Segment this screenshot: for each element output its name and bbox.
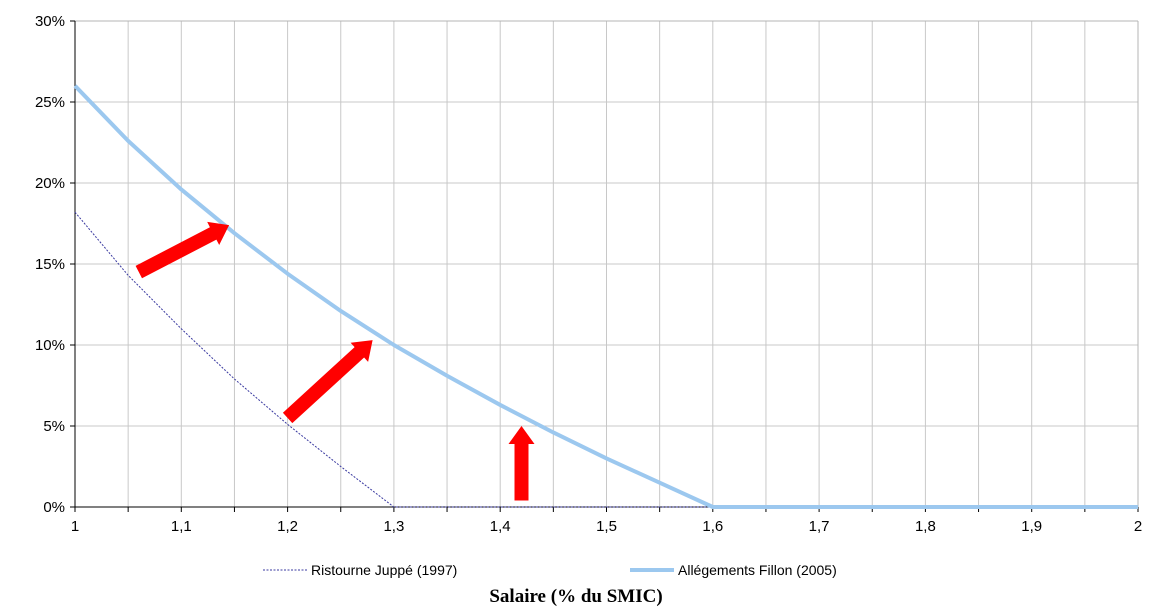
- y-tick-label: 25%: [35, 94, 65, 111]
- y-tick-label: 20%: [35, 175, 65, 192]
- y-tick-label: 5%: [43, 418, 65, 435]
- series-line-allegements-fillon: [73, 84, 1138, 509]
- x-tick-label: 1,1: [171, 518, 192, 535]
- y-tick-label: 30%: [35, 13, 65, 30]
- series-line-ristourne-juppe: [74, 211, 1138, 508]
- x-axis-title: Salaire (% du SMIC): [489, 586, 662, 607]
- y-tick-label: 10%: [35, 337, 65, 354]
- x-tick-label: 1,2: [277, 518, 298, 535]
- series-group: [73, 84, 1138, 509]
- y-tick-label: 15%: [35, 256, 65, 273]
- red-arrow: [135, 221, 230, 279]
- legend-label-allegements-fillon: Allégements Fillon (2005): [678, 562, 837, 578]
- grid: [74, 20, 1139, 508]
- red-arrow: [282, 340, 373, 424]
- x-tick-label: 2: [1134, 518, 1142, 535]
- x-tick-label: 1: [71, 518, 79, 535]
- x-tick-label: 1,8: [915, 518, 936, 535]
- x-tick-label: 1,9: [1021, 518, 1042, 535]
- x-tick-label: 1,3: [383, 518, 404, 535]
- y-tick-label: 0%: [43, 499, 65, 516]
- legend-label-ristourne-juppe: Ristourne Juppé (1997): [311, 562, 457, 578]
- x-tick-label: 1,7: [809, 518, 830, 535]
- annotation-arrows: [135, 221, 535, 501]
- tick-labels: 1 1,1 1,2 1,3 1,4 1,5 1,6 1,7 1,8 1,9 20%5%10%15%2…: [35, 13, 1142, 535]
- axes: [70, 20, 1139, 512]
- legend: Ristourne Juppé (1997) Allégements Fillon…: [263, 562, 837, 578]
- x-tick-label: 1,4: [490, 518, 511, 535]
- x-tick-label: 1,6: [702, 518, 723, 535]
- x-tick-label: 1,5: [596, 518, 617, 535]
- red-arrow: [508, 426, 535, 501]
